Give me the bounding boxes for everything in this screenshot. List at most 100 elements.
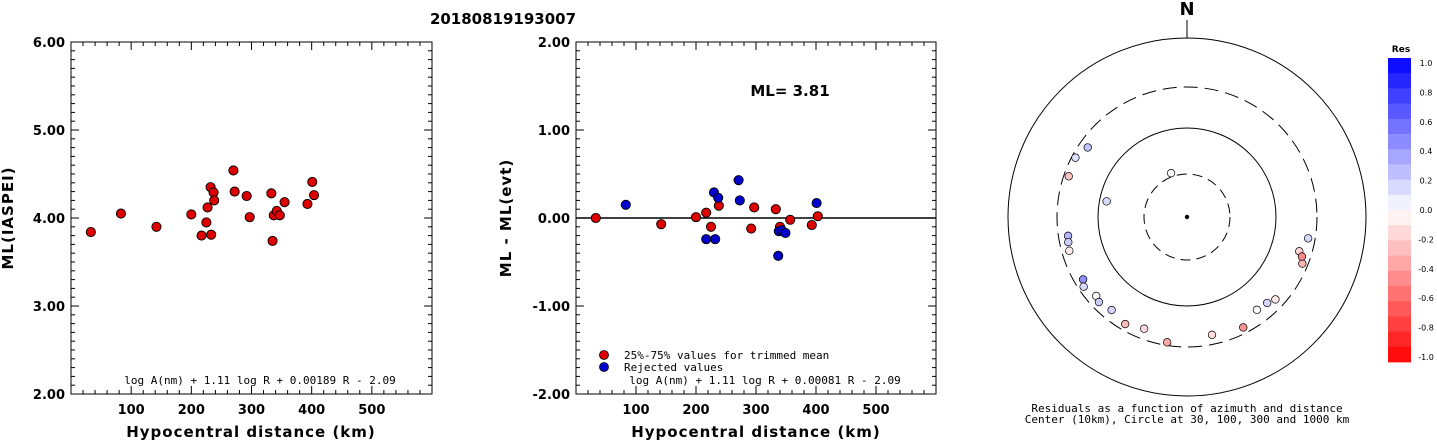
data-point <box>690 212 702 223</box>
colorbar-swatch <box>1388 73 1411 89</box>
x-tick-label: 400 <box>802 403 829 418</box>
data-point <box>151 221 162 232</box>
polar-data-points <box>1063 143 1313 347</box>
polar-point <box>1166 169 1176 178</box>
y-tick-label: 0.00 <box>538 212 570 227</box>
colorbar-tick-label: 0.4 <box>1420 147 1433 156</box>
data-point <box>186 209 197 220</box>
data-point <box>701 207 712 218</box>
colorbar-tick-label: -1.0 <box>1418 353 1434 362</box>
y-tick-label: 2.00 <box>538 36 570 51</box>
colorbar-tick-label: -0.8 <box>1418 324 1434 333</box>
data-point <box>780 227 791 239</box>
x-tick-label: 300 <box>742 403 769 418</box>
data-point <box>302 198 313 209</box>
data-point <box>770 204 781 215</box>
residual-colorbar: Res 1.0 0.8 0.6 0.4 0.2 0.0 -0.2 -0.4 -0.6 -0.8 -1… <box>1388 45 1434 363</box>
y-tick-label: 1.00 <box>538 124 570 139</box>
legend-marker-rejected <box>599 362 609 372</box>
data-point <box>746 223 757 234</box>
colorbar-swatch <box>1388 240 1411 256</box>
polar-point <box>1064 238 1073 247</box>
data-point <box>713 192 724 203</box>
colorbar-swatch <box>1388 149 1411 165</box>
polar-point <box>1071 153 1080 162</box>
polar-point <box>1083 143 1092 152</box>
legend-marker-trimmed <box>599 350 609 360</box>
colorbar-tick-label: 0.8 <box>1420 88 1433 97</box>
polar-point <box>1298 259 1307 268</box>
data-point <box>620 199 631 210</box>
colorbar-swatch <box>1388 316 1411 332</box>
colorbar-swatch <box>1388 270 1411 287</box>
polar-center-dot <box>1184 214 1190 220</box>
middle-y-axis-label: ML - ML(evt) <box>497 159 515 277</box>
legend-label-rejected: Rejected values <box>624 361 723 374</box>
colorbar-swatch <box>1388 134 1411 150</box>
colorbar-swatch <box>1388 210 1411 226</box>
left-formula: log A(nm) + 1.11 log R + 0.00189 R - 2.0… <box>124 374 396 387</box>
colorbar-title: Res <box>1392 45 1410 55</box>
data-point <box>701 234 712 245</box>
colorbar-tick-labels: 1.0 0.8 0.6 0.4 0.2 0.0 -0.2 -0.4 -0.6 -0.8 -1.0 <box>1418 59 1434 362</box>
data-point <box>241 190 252 202</box>
data-point <box>228 165 239 176</box>
data-point <box>811 197 822 209</box>
y-tick-label: 2.00 <box>33 388 65 403</box>
middle-ticks <box>575 41 937 395</box>
circle-100km <box>1097 127 1277 307</box>
middle-data-points <box>590 175 823 261</box>
polar-point <box>1297 252 1307 261</box>
left-scatter-panel: 2.00 3.00 4.00 5.00 6.00 100 200 300 400 500 log… <box>0 36 433 441</box>
polar-caption-line1: Residuals as a function of azimuth and d… <box>1031 402 1342 415</box>
x-tick-label: 500 <box>862 403 889 418</box>
data-point <box>656 219 667 230</box>
left-y-tick-labels: 2.00 3.00 4.00 5.00 6.00 <box>33 36 65 403</box>
colorbar-tick-label: -0.4 <box>1418 265 1434 274</box>
data-point <box>206 229 217 240</box>
data-point <box>710 234 721 245</box>
data-point <box>307 176 318 187</box>
polar-point <box>1239 323 1248 332</box>
colorbar-swatch <box>1388 346 1411 363</box>
colorbar-tick-label: 1.0 <box>1420 59 1433 68</box>
middle-formula: log A(nm) + 1.11 log R + 0.00081 R - 2.0… <box>629 374 901 387</box>
x-tick-label: 200 <box>178 403 205 418</box>
data-point <box>267 235 278 246</box>
data-point <box>749 202 760 213</box>
middle-x-axis-label: Hypocentral distance (km) <box>631 423 881 441</box>
x-tick-label: 500 <box>358 403 385 418</box>
data-point <box>202 202 213 213</box>
polar-point <box>1078 275 1088 284</box>
y-tick-label: 5.00 <box>33 124 65 139</box>
left-y-axis-label: ML(IASPEI) <box>0 166 17 269</box>
data-point <box>201 217 212 228</box>
circle-30km <box>1143 173 1231 261</box>
colorbar-swatch <box>1388 179 1411 196</box>
y-tick-label: -2.00 <box>533 388 570 403</box>
data-point <box>115 208 126 219</box>
data-point <box>85 227 96 238</box>
polar-point <box>1252 305 1262 314</box>
y-tick-label: 6.00 <box>33 36 65 51</box>
polar-point <box>1121 319 1130 329</box>
polar-point <box>1263 298 1272 308</box>
polar-point <box>1079 282 1088 291</box>
data-point <box>734 195 745 206</box>
data-point <box>196 230 207 241</box>
polar-point <box>1107 305 1116 315</box>
polar-point <box>1094 297 1104 307</box>
ml-value-label: ML= 3.81 <box>750 82 829 100</box>
polar-caption-line2: Center (10km), Circle at 30, 100, 300 an… <box>1025 413 1350 426</box>
page-title: 20180819193007 <box>430 10 576 28</box>
colorbar-swatch <box>1388 194 1411 211</box>
middle-legend: 25%-75% values for trimmed mean Rejected… <box>599 349 829 374</box>
data-point <box>773 250 784 261</box>
data-point <box>279 197 290 208</box>
middle-x-tick-labels: 100 200 300 400 500 <box>622 403 889 418</box>
data-point <box>229 186 240 197</box>
data-point <box>733 175 744 186</box>
data-point <box>274 210 285 221</box>
colorbar-swatches <box>1388 58 1411 363</box>
